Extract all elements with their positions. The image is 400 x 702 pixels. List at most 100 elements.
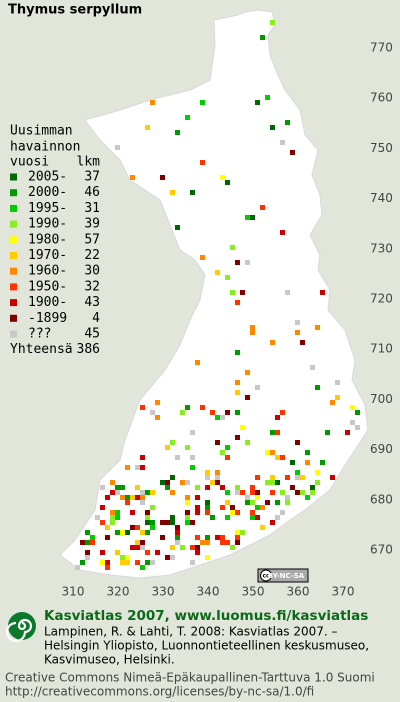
species-title: Thymus serpyllum <box>8 3 142 18</box>
observation-square <box>245 440 250 445</box>
observation-square <box>125 465 130 470</box>
legend-label: 1960- <box>28 264 67 279</box>
observation-square <box>225 445 230 450</box>
observation-square <box>245 370 250 375</box>
observation-square <box>115 510 120 515</box>
observation-square <box>160 520 165 525</box>
observation-square <box>165 485 170 490</box>
observation-square <box>235 380 240 385</box>
y-grid-label: 720 <box>370 292 393 306</box>
observation-square <box>300 340 305 345</box>
observation-square <box>185 115 190 120</box>
legend-count: 22 <box>84 248 100 263</box>
observation-square <box>175 530 180 535</box>
observation-square <box>235 535 240 540</box>
observation-square <box>115 485 120 490</box>
observation-square <box>155 415 160 420</box>
observation-square <box>350 405 355 410</box>
observation-square <box>115 530 120 535</box>
observation-square <box>195 360 200 365</box>
legend-count: 4 <box>92 311 100 326</box>
observation-square <box>135 465 140 470</box>
observation-square <box>175 525 180 530</box>
observation-square <box>235 540 240 545</box>
observation-square <box>225 455 230 460</box>
observation-square <box>245 260 250 265</box>
legend-label: 1990- <box>28 217 67 232</box>
observation-square <box>170 545 175 550</box>
observation-square <box>190 455 195 460</box>
observation-square <box>280 510 285 515</box>
observation-square <box>235 510 240 515</box>
observation-square <box>100 485 105 490</box>
y-grid-label: 740 <box>370 191 393 205</box>
observation-square <box>170 475 175 480</box>
axis-labels: 310 320 330 340 350 360 370 770 760 750 740 730 720 7… <box>62 41 393 599</box>
legend-label: 1980- <box>28 232 67 247</box>
observation-square <box>140 405 145 410</box>
observation-square <box>280 230 285 235</box>
observation-square <box>195 485 200 490</box>
observation-square <box>220 175 225 180</box>
legend-label: ??? <box>28 327 51 342</box>
observation-square <box>225 410 230 415</box>
observation-square <box>205 500 210 505</box>
x-grid-label: 320 <box>107 585 130 599</box>
observation-square <box>225 490 230 495</box>
observation-square <box>295 490 300 495</box>
observation-square <box>255 505 260 510</box>
observation-square <box>160 535 165 540</box>
observation-square <box>155 400 160 405</box>
observation-square <box>145 520 150 525</box>
observation-square <box>125 495 130 500</box>
observation-square <box>190 190 195 195</box>
observation-square <box>195 545 200 550</box>
observation-square <box>160 480 165 485</box>
observation-square <box>270 475 275 480</box>
observation-square <box>230 290 235 295</box>
observation-square <box>205 485 210 490</box>
observation-square <box>175 540 180 545</box>
y-grid-label: 680 <box>370 492 393 506</box>
observation-square <box>305 450 310 455</box>
observation-square <box>205 540 210 545</box>
observation-square <box>275 515 280 520</box>
observation-square <box>195 535 200 540</box>
observation-square <box>220 540 225 545</box>
observation-square <box>335 380 340 385</box>
observation-square <box>230 505 235 510</box>
legend-swatch <box>10 173 17 181</box>
observation-square <box>135 495 140 500</box>
observation-square <box>305 495 310 500</box>
observation-square <box>280 490 285 495</box>
observation-square <box>185 495 190 500</box>
license-badge: cc BY-NC-SA <box>257 568 309 583</box>
observation-square <box>285 500 290 505</box>
legend-label: 2005- <box>28 170 67 185</box>
observation-square <box>250 325 255 330</box>
observation-square <box>110 480 115 485</box>
observation-square <box>200 405 205 410</box>
observation-square <box>300 475 305 480</box>
legend-count: 30 <box>84 264 100 279</box>
legend-swatch <box>10 220 17 228</box>
observation-square <box>350 420 355 425</box>
observation-square <box>240 490 245 495</box>
observation-square <box>185 510 190 515</box>
badge-text: BY-NC-SA <box>268 572 305 580</box>
observation-square <box>105 560 110 565</box>
observation-square <box>280 410 285 415</box>
observation-square <box>215 480 220 485</box>
observation-square <box>145 550 150 555</box>
observation-square <box>140 530 145 535</box>
observation-square <box>195 505 200 510</box>
observation-square <box>215 535 220 540</box>
observation-square <box>265 95 270 100</box>
observation-square <box>295 330 300 335</box>
observation-square <box>85 530 90 535</box>
observation-square <box>235 350 240 355</box>
observation-square <box>125 530 130 535</box>
observation-square <box>115 550 120 555</box>
legend-label: 1950- <box>28 279 67 294</box>
